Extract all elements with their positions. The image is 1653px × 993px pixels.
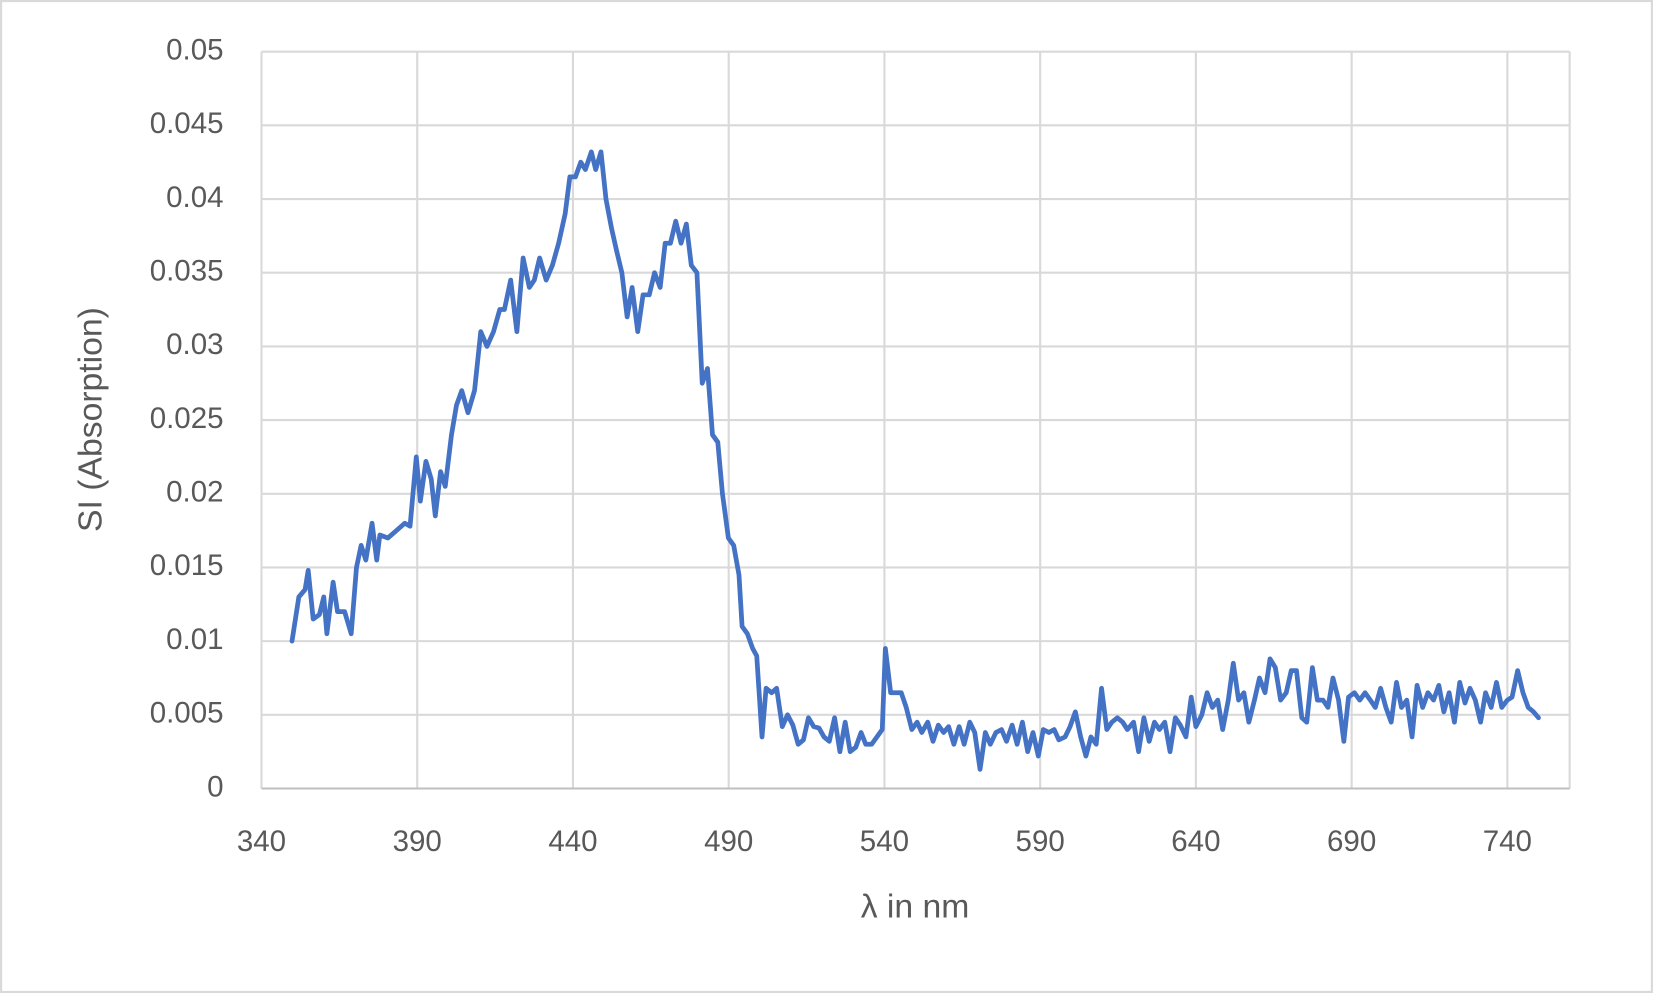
x-tick-label: 340 [237, 825, 286, 858]
y-tick-label: 0.02 [166, 476, 223, 509]
x-tick-label: 490 [704, 825, 753, 858]
y-tick-label: 0.03 [166, 328, 223, 361]
x-axis-title: λ in nm [861, 888, 970, 926]
x-tick-label: 540 [860, 825, 909, 858]
y-tick-label: 0.025 [150, 402, 224, 435]
grid [260, 50, 1571, 790]
x-tick-label: 740 [1483, 825, 1532, 858]
y-tick-label: 0.04 [166, 181, 223, 214]
x-tick-label: 390 [393, 825, 442, 858]
y-tick-label: 0.005 [150, 697, 224, 730]
series [289, 149, 1541, 772]
y-tick-label: 0.045 [150, 107, 224, 140]
y-tick-label: 0.035 [150, 255, 224, 288]
data-line [289, 149, 1541, 772]
ticks: 0 0.005 0.01 0.015 0.02 0.025 0.03 0.035 0.04 0.0… [150, 33, 1532, 858]
y-tick-label: 0.01 [166, 623, 223, 656]
x-tick-label: 440 [548, 825, 597, 858]
y-tick-label: 0 [207, 770, 223, 803]
y-tick-label: 0.05 [166, 33, 223, 66]
x-tick-label: 590 [1016, 825, 1065, 858]
y-tick-label: 0.015 [150, 549, 224, 582]
y-axis-title: SI (Absorption) [72, 307, 110, 532]
x-tick-label: 640 [1171, 825, 1220, 858]
x-tick-label: 690 [1327, 825, 1376, 858]
